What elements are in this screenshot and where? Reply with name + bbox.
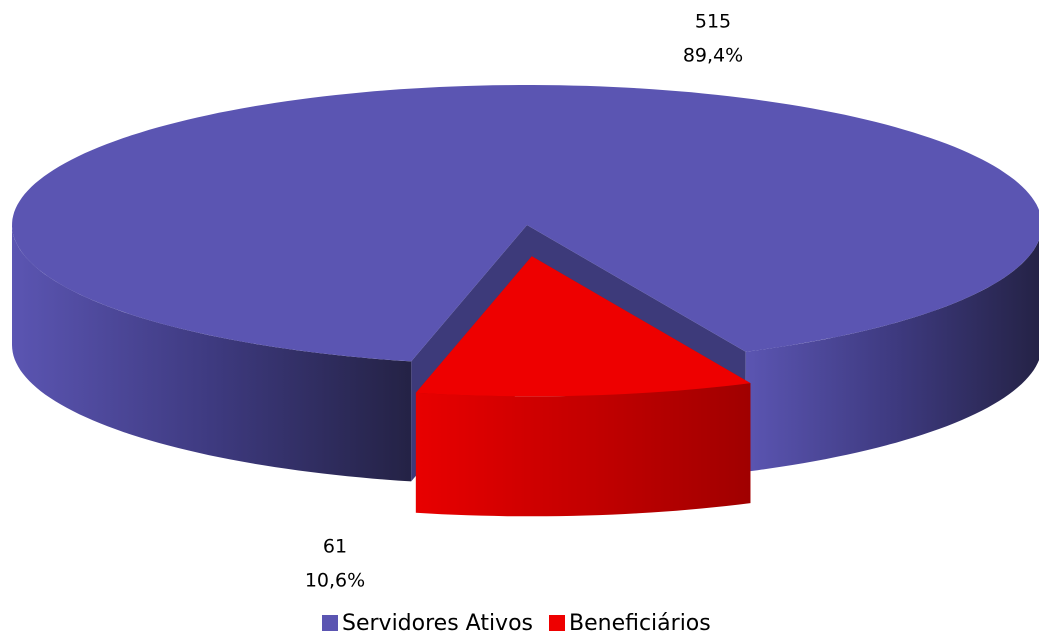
legend-label: Servidores Ativos [342, 611, 533, 636]
legend-label: Beneficiários [569, 611, 711, 636]
slice-side [745, 240, 1039, 472]
legend-swatch [322, 615, 338, 631]
slice-side [415, 383, 751, 517]
legend: Servidores Ativos Beneficiários [322, 611, 711, 636]
data-label-value: 515 [695, 11, 731, 33]
slice-side [12, 225, 412, 482]
data-label-value: 61 [323, 536, 347, 558]
slice [415, 256, 751, 517]
data-labels: 515 89,4% 61 10,6% [305, 11, 743, 592]
data-label-percent: 10,6% [305, 570, 365, 592]
slice-top [415, 256, 751, 397]
pie [12, 85, 1039, 517]
slice-top [12, 85, 1039, 362]
data-label-percent: 89,4% [683, 45, 743, 67]
legend-swatch [549, 615, 565, 631]
